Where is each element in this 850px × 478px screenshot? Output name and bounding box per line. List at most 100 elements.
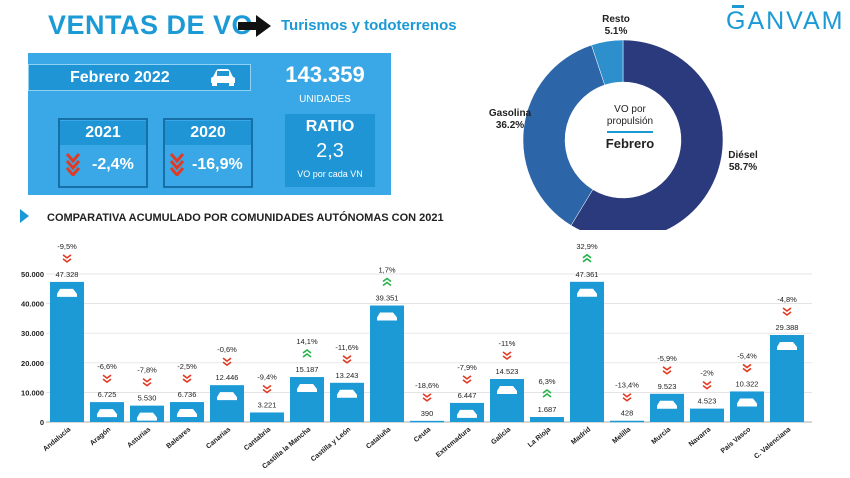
up-chevron-icon bbox=[542, 389, 552, 398]
y-tick-label: 30.000 bbox=[21, 329, 44, 338]
units-value: 143.359 bbox=[285, 62, 365, 87]
ratio-box bbox=[285, 114, 375, 187]
up-chevron-icon bbox=[302, 349, 312, 358]
y-tick-label: 10.000 bbox=[21, 388, 44, 397]
slice-label-resto: Resto 5.1% bbox=[596, 14, 636, 38]
page-subtitle: Turismos y todoterrenos bbox=[281, 17, 457, 34]
car-icon bbox=[297, 384, 317, 393]
month-label: Febrero 2022 bbox=[70, 69, 170, 86]
donut-center-divider bbox=[607, 131, 653, 133]
bar-change-label: -0,6% bbox=[217, 345, 237, 354]
bar-value-label: 428 bbox=[621, 409, 634, 418]
slice-value: 58.7% bbox=[728, 162, 758, 173]
x-tick-label: Baleares bbox=[165, 426, 192, 450]
bar-change-label: -13,4% bbox=[615, 381, 639, 390]
down-chevron-icon bbox=[142, 377, 152, 387]
bar-value-label: 14.523 bbox=[496, 367, 519, 376]
comparison-change-2021: -2,4% bbox=[92, 156, 134, 173]
units-label: UNIDADES bbox=[299, 94, 351, 105]
down-chevron-icon bbox=[702, 380, 712, 390]
down-chevron-icon bbox=[782, 307, 792, 317]
x-tick-label: Ceuta bbox=[413, 426, 432, 444]
down-chevron-icon bbox=[102, 374, 112, 384]
comparison-year-2021: 2021 bbox=[60, 121, 146, 145]
bar-change-label: -7,9% bbox=[457, 363, 477, 372]
bar-value-label: 390 bbox=[421, 409, 434, 418]
chevron-right-icon bbox=[20, 209, 29, 223]
bar bbox=[570, 281, 604, 422]
bar-change-label: 32,9% bbox=[576, 242, 598, 251]
x-tick-label: Castilla y León bbox=[310, 426, 352, 463]
bar-change-label: 6,3% bbox=[538, 377, 555, 386]
bar-change-label: -5,4% bbox=[737, 351, 757, 360]
bar-change-label: -18,6% bbox=[415, 381, 439, 390]
car-icon bbox=[211, 69, 235, 86]
bar bbox=[250, 412, 284, 422]
down-chevron-icon bbox=[262, 384, 272, 394]
ratio-value: 2,3 bbox=[316, 140, 344, 162]
car-icon bbox=[337, 389, 357, 398]
down-chevron-icon bbox=[462, 375, 472, 384]
bar-value-label: 6.736 bbox=[178, 390, 197, 399]
slice-name: Diésel bbox=[728, 150, 758, 161]
car-icon bbox=[457, 409, 477, 418]
bar-change-label: -9,5% bbox=[57, 242, 77, 251]
car-icon bbox=[737, 398, 757, 407]
x-tick-label: La Rioja bbox=[527, 426, 552, 449]
up-chevron-icon bbox=[582, 253, 592, 263]
y-tick-label: 50.000 bbox=[21, 270, 44, 279]
x-tick-label: Galicia bbox=[490, 426, 512, 446]
bar-value-label: 5.530 bbox=[138, 394, 157, 403]
bar-value-label: 13.243 bbox=[336, 371, 359, 380]
donut-slice-gasolina bbox=[522, 44, 606, 226]
bar bbox=[610, 420, 644, 423]
donut-hole bbox=[566, 83, 680, 197]
x-tick-label: Aragón bbox=[89, 426, 112, 447]
x-tick-label: Extremadura bbox=[435, 426, 472, 459]
down-chevron-icon bbox=[742, 363, 752, 373]
bar bbox=[290, 377, 324, 422]
bar-change-label: -2,5% bbox=[177, 362, 197, 371]
car-icon bbox=[57, 288, 77, 297]
donut-center-month: Febrero bbox=[605, 136, 655, 151]
page-title: VENTAS DE VO bbox=[48, 10, 254, 40]
regions-bar-chart: 0 10.000 20.000 30.000 40.000 50.000 47.328 -9,… bbox=[21, 242, 812, 471]
y-tick-label: 0 bbox=[40, 418, 44, 427]
bar-change-label: -6,6% bbox=[97, 362, 117, 371]
down-chevron-icon bbox=[422, 393, 432, 402]
x-tick-label: Murcia bbox=[651, 426, 673, 446]
bar-value-label: 9.523 bbox=[658, 382, 677, 391]
bar bbox=[410, 420, 444, 423]
donut-slice-resto bbox=[591, 39, 624, 86]
slice-value: 36.2% bbox=[495, 120, 525, 131]
y-tick-label: 20.000 bbox=[21, 359, 44, 368]
bar bbox=[690, 408, 724, 422]
slice-name: Resto bbox=[602, 14, 630, 25]
bar bbox=[490, 379, 524, 422]
down-chevron-icon bbox=[502, 351, 512, 361]
donut-center-title: VO por propulsión bbox=[606, 104, 654, 127]
down-chevron-icon bbox=[622, 393, 632, 402]
down-chevron-icon bbox=[222, 357, 232, 367]
car-icon bbox=[137, 412, 157, 421]
slice-name: Gasolina bbox=[488, 108, 532, 119]
bar-value-label: 47.361 bbox=[576, 270, 599, 279]
bar-value-label: 39.351 bbox=[376, 294, 399, 303]
bar-value-label: 47.328 bbox=[56, 270, 79, 279]
x-tick-label: C. Valenciana bbox=[753, 426, 792, 460]
bar-change-label: 14,1% bbox=[296, 337, 318, 346]
down-chevron-icon bbox=[342, 355, 352, 364]
comparison-year-2020: 2020 bbox=[165, 121, 251, 145]
car-icon bbox=[97, 409, 117, 418]
x-tick-label: Cantabria bbox=[243, 426, 272, 452]
x-tick-label: Melilla bbox=[611, 426, 632, 445]
bar bbox=[210, 385, 244, 422]
ratio-note: VO por cada VN bbox=[297, 169, 363, 179]
slice-value: 5.1% bbox=[604, 26, 628, 37]
x-tick-label: Asturias bbox=[126, 426, 152, 449]
propulsion-donut-chart bbox=[522, 39, 724, 230]
logo-accent bbox=[732, 5, 744, 8]
bar-change-label: -7,8% bbox=[137, 366, 157, 375]
bar-value-label: 6.725 bbox=[98, 390, 117, 399]
car-icon bbox=[777, 342, 797, 351]
